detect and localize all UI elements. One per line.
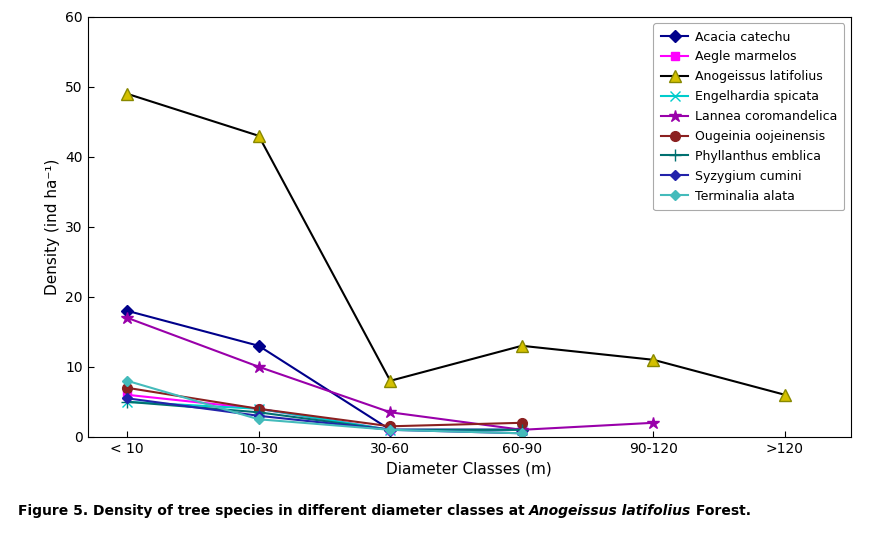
Terminalia alata [517, 430, 527, 437]
Ougeinia oojeinensis [385, 423, 396, 430]
Syzygium cumini [517, 430, 527, 437]
Lannea coromandelica [122, 315, 132, 321]
Syzygium cumini [385, 427, 396, 433]
Line: Lannea coromandelica: Lannea coromandelica [121, 311, 660, 436]
Ougeinia oojeinensis [517, 419, 527, 426]
Engelhardia spicata [385, 427, 396, 433]
Lannea coromandelica [253, 363, 264, 370]
Acacia catechu [385, 427, 396, 433]
Syzygium cumini [122, 395, 132, 402]
Legend: Acacia catechu, Aegle marmelos, Anogeissus latifolius, Engelhardia spicata, Lann: Acacia catechu, Aegle marmelos, Anogeiss… [653, 23, 845, 210]
Lannea coromandelica [517, 427, 527, 433]
Line: Engelhardia spicata: Engelhardia spicata [122, 397, 527, 435]
Engelhardia spicata [517, 427, 527, 433]
Lannea coromandelica [385, 409, 396, 416]
Anogeissus latifolius [648, 357, 659, 363]
Line: Ougeinia oojeinensis: Ougeinia oojeinensis [122, 383, 527, 431]
Line: Terminalia alata: Terminalia alata [124, 377, 525, 437]
Anogeissus latifolius [517, 343, 527, 349]
Acacia catechu [517, 427, 527, 433]
Aegle marmelos [253, 405, 264, 412]
Y-axis label: Density (ind ha⁻¹): Density (ind ha⁻¹) [45, 158, 60, 295]
Acacia catechu [122, 307, 132, 314]
Phyllanthus emblica [517, 427, 527, 433]
Acacia catechu [253, 343, 264, 349]
Line: Syzygium cumini: Syzygium cumini [124, 395, 525, 437]
Syzygium cumini [253, 412, 264, 419]
Phyllanthus emblica [122, 399, 132, 405]
Anogeissus latifolius [253, 133, 264, 139]
Lannea coromandelica [648, 419, 659, 426]
Line: Aegle marmelos: Aegle marmelos [123, 391, 526, 434]
Aegle marmelos [385, 427, 396, 433]
Text: Anogeissus latifolius: Anogeissus latifolius [529, 504, 691, 518]
Text: Figure 5. Density of tree species in different diameter classes at: Figure 5. Density of tree species in dif… [18, 504, 529, 518]
Text: Forest.: Forest. [691, 504, 752, 518]
Ougeinia oojeinensis [253, 405, 264, 412]
Phyllanthus emblica [385, 427, 396, 433]
Terminalia alata [385, 427, 396, 433]
X-axis label: Diameter Classes (m): Diameter Classes (m) [387, 461, 552, 476]
Line: Phyllanthus emblica: Phyllanthus emblica [122, 396, 527, 435]
Anogeissus latifolius [780, 391, 790, 398]
Engelhardia spicata [122, 399, 132, 405]
Anogeissus latifolius [122, 91, 132, 97]
Line: Acacia catechu: Acacia catechu [123, 307, 526, 434]
Line: Anogeissus latifolius: Anogeissus latifolius [122, 88, 790, 400]
Engelhardia spicata [253, 405, 264, 412]
Anogeissus latifolius [385, 377, 396, 384]
Terminalia alata [253, 416, 264, 423]
Terminalia alata [122, 377, 132, 384]
Ougeinia oojeinensis [122, 384, 132, 391]
Aegle marmelos [517, 427, 527, 433]
Phyllanthus emblica [253, 409, 264, 416]
Aegle marmelos [122, 391, 132, 398]
